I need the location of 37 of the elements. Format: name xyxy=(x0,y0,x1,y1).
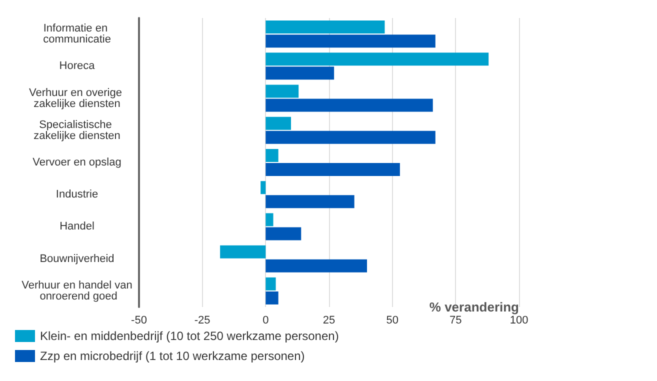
bar xyxy=(266,277,276,290)
x-tick-label: 100 xyxy=(510,314,528,326)
bar xyxy=(266,20,385,34)
bar xyxy=(266,259,367,272)
x-tick-label: 25 xyxy=(322,314,336,326)
bar xyxy=(266,98,433,112)
x-tick-label: 75 xyxy=(450,314,462,326)
x-tick-label: 50 xyxy=(386,314,398,326)
bar xyxy=(266,66,334,80)
x-tick-label: -50 xyxy=(131,314,147,326)
y-tick-label: Industrie xyxy=(56,188,98,201)
bar xyxy=(266,130,436,144)
y-tick-label: Informatie en communicatie xyxy=(43,22,111,46)
y-tick-label: Horeca xyxy=(59,60,96,72)
x-axis-title: % verandering xyxy=(429,300,520,314)
bar xyxy=(266,52,489,66)
x-tick-label: 0 xyxy=(262,314,269,326)
legend-label: Zzp en microbedrijf (1 tot 10 werkzame personen) xyxy=(40,349,305,363)
y-tick-label: Bouwnijverheid xyxy=(40,252,114,265)
y-tick-label: Verhuur en overige zakelijke diensten xyxy=(28,86,126,110)
bar xyxy=(266,34,436,48)
bar xyxy=(266,227,302,240)
bar xyxy=(266,213,274,226)
legend-label: Klein- en middenbedrijf (10 tot 250 werkzame personen) xyxy=(40,329,339,343)
y-tick-label: Handel xyxy=(60,220,94,233)
y-tick-label: Verhuur en handel van onroerend goed xyxy=(22,279,132,302)
x-tick-label: -25 xyxy=(194,314,210,326)
bar xyxy=(260,181,266,194)
y-tick-label: Specialistische zakelijke diensten xyxy=(34,118,120,142)
y-tick-label: Vervoer en opslag xyxy=(32,156,122,168)
bar xyxy=(266,84,299,98)
bar xyxy=(266,148,278,162)
bar xyxy=(266,195,354,208)
bar xyxy=(266,163,400,176)
bar xyxy=(266,291,278,304)
bar xyxy=(266,116,291,130)
bar xyxy=(220,245,266,258)
